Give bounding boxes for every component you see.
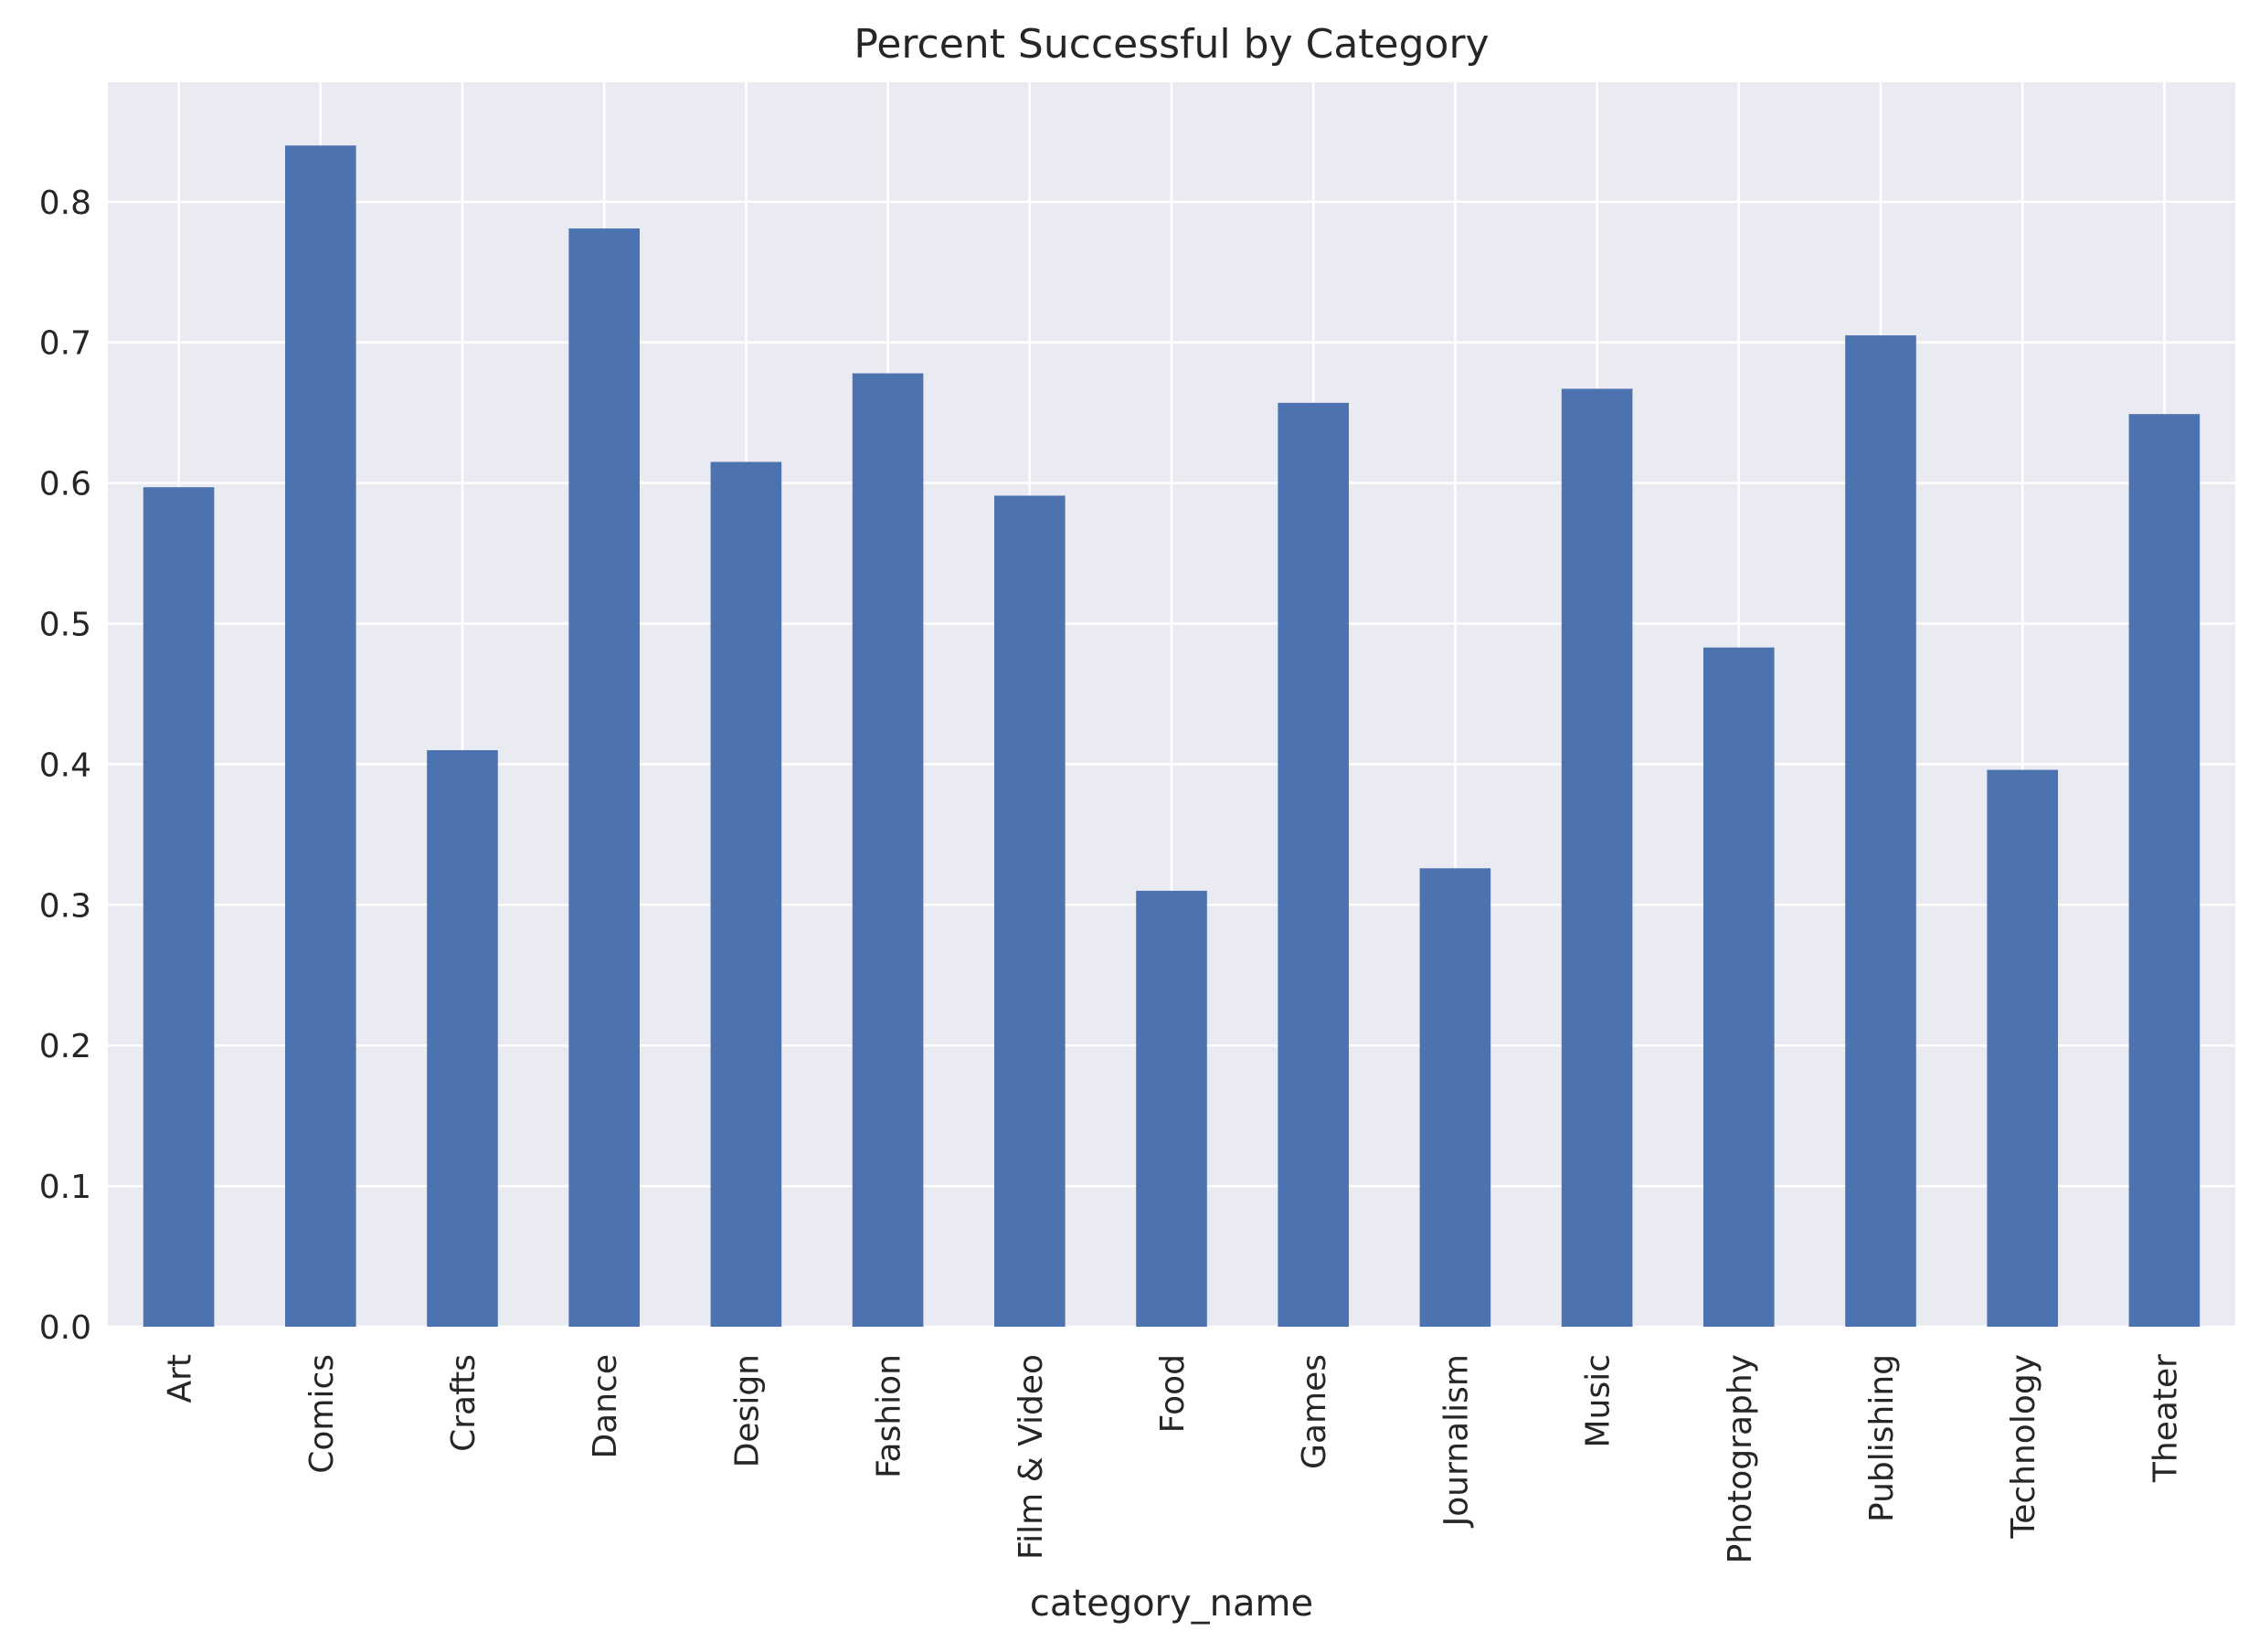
x-tick-label: Photography [1722, 1354, 1759, 1563]
y-tick-label: 0.0 [39, 1309, 91, 1347]
y-tick-label: 0.6 [39, 466, 91, 503]
bar-music [1561, 388, 1633, 1327]
bar-games [1278, 402, 1349, 1327]
bar-comics [285, 145, 356, 1327]
x-axis-label: category_name [1030, 1583, 1313, 1625]
bar-film-video [994, 495, 1066, 1327]
x-tick-label: Publishing [1863, 1354, 1901, 1522]
y-tick-label: 0.8 [39, 185, 91, 222]
bar-food [1136, 890, 1207, 1327]
x-tick-label: Food [1154, 1354, 1192, 1433]
y-tick-label: 0.4 [39, 747, 91, 784]
x-axis-ticks: Art Comics Crafts Dance Design Fashion Film & … [162, 1354, 2185, 1564]
y-tick-label: 0.7 [39, 325, 91, 363]
x-tick-label: Games [1296, 1354, 1333, 1469]
chart-title: Percent Successful by Category [854, 21, 1489, 68]
x-tick-label: Technology [2005, 1354, 2042, 1540]
x-tick-label: Comics [303, 1354, 341, 1474]
x-tick-label: Theater [2147, 1354, 2184, 1483]
bar-photography [1703, 647, 1775, 1327]
y-tick-label: 0.1 [39, 1169, 91, 1206]
y-tick-label: 0.2 [39, 1028, 91, 1065]
x-tick-label: Journalism [1437, 1354, 1475, 1528]
x-tick-label: Music [1580, 1354, 1617, 1447]
x-tick-label: Design [728, 1354, 766, 1467]
bar-art [143, 487, 215, 1327]
bar-design [710, 461, 782, 1328]
bar-publishing [1845, 335, 1916, 1327]
bars [143, 145, 2201, 1328]
bar-crafts [427, 750, 498, 1327]
bar-fashion [852, 373, 924, 1328]
x-tick-label: Film & Video [1013, 1354, 1050, 1560]
y-tick-label: 0.5 [39, 607, 91, 644]
y-axis-ticks: 0.0 0.1 0.2 0.3 0.4 0.5 0.6 0.7 0.8 [39, 185, 91, 1347]
bar-dance [568, 228, 640, 1328]
x-tick-label: Art [162, 1354, 199, 1403]
y-tick-label: 0.3 [39, 887, 91, 925]
x-tick-label: Crafts [445, 1354, 483, 1452]
x-tick-label: Dance [587, 1354, 624, 1459]
x-tick-label: Fashion [871, 1354, 908, 1478]
bar-technology [1987, 769, 2058, 1327]
bar-journalism [1419, 868, 1491, 1327]
bar-theater [2128, 414, 2201, 1327]
